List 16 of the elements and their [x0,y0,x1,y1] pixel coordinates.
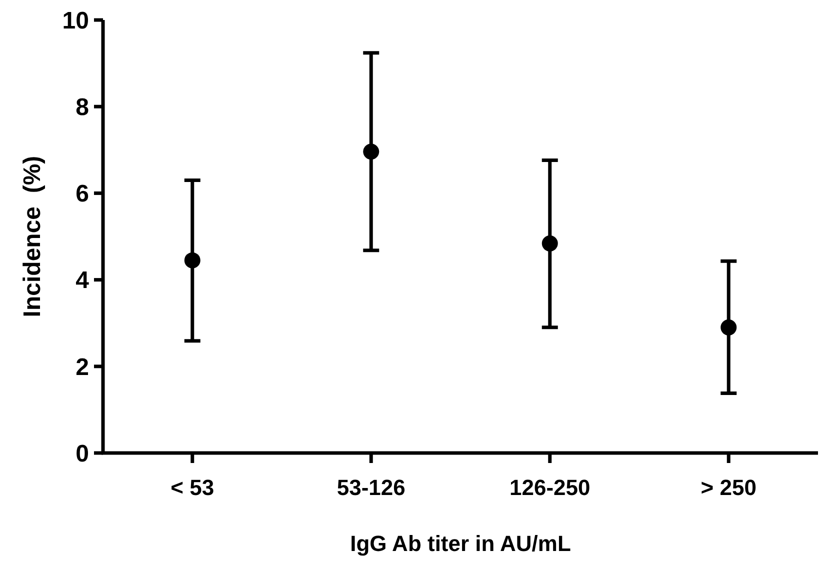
y-axis-title: Incidence (%) [19,156,46,318]
y-tick-label: 8 [76,94,89,121]
x-tick-label: > 250 [700,475,756,500]
y-tick-label: 6 [76,180,89,208]
x-tick-label: 126-250 [510,475,590,500]
y-tick-label: 4 [76,267,90,294]
point [363,144,380,160]
x-axis-title: IgG Ab titer in AU/mL [350,531,571,556]
y-tick-label: 0 [76,440,89,468]
point [184,252,200,268]
x-tick-label: < 53 [170,475,214,500]
y-tick-label: 10 [62,7,89,34]
x-tick-label: 53-126 [336,475,406,500]
y-tick-label: 2 [76,354,89,381]
point [720,319,737,336]
point [542,235,558,252]
